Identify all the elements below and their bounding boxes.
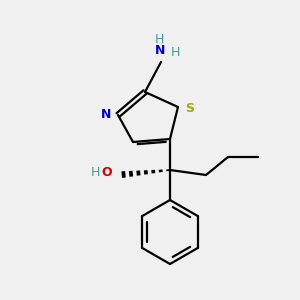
Text: N: N [100, 109, 111, 122]
Text: H: H [91, 167, 100, 179]
Text: S: S [185, 103, 194, 116]
Text: H: H [154, 33, 164, 46]
Text: O: O [101, 167, 112, 179]
Text: H: H [171, 46, 180, 59]
Text: N: N [155, 44, 165, 57]
